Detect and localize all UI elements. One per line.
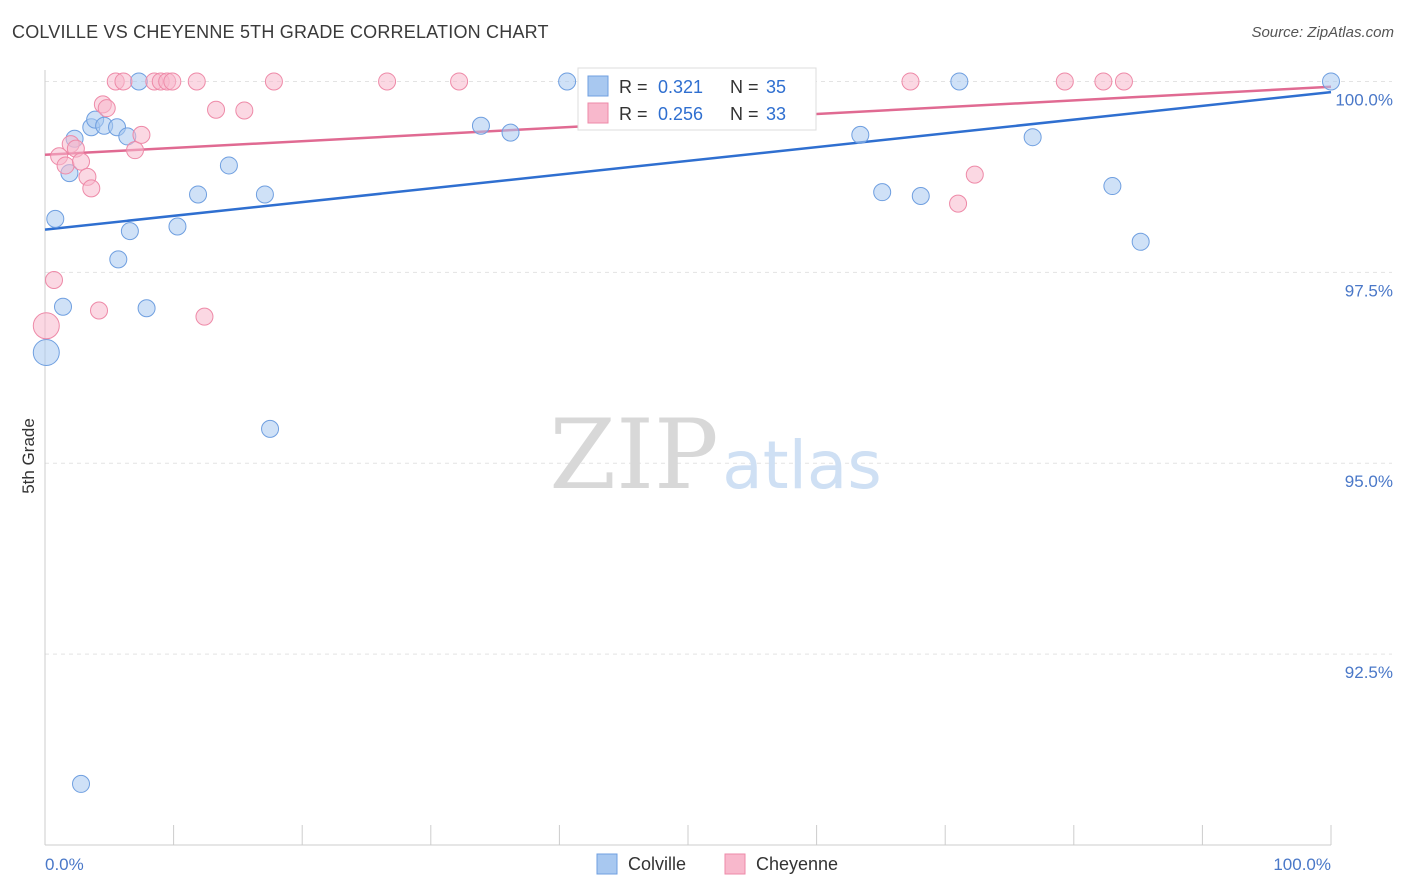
colville-point <box>129 72 148 91</box>
colville-point <box>873 183 892 202</box>
cheyenne-point <box>378 72 397 91</box>
x-tick-label: 0.0% <box>45 855 84 874</box>
colville-point <box>558 72 577 91</box>
grid-lines <box>45 80 1392 655</box>
stats-legend-frame <box>577 67 817 131</box>
source-label: Source: ZipAtlas.com <box>1251 24 1394 41</box>
cheyenne-point <box>72 152 91 171</box>
cheyenne-point <box>901 72 920 91</box>
cheyenne-point <box>114 72 133 91</box>
chart-title: COLVILLE VS CHEYENNE 5TH GRADE CORRELATI… <box>12 22 549 42</box>
cheyenne-point <box>56 156 75 175</box>
cheyenne-point <box>90 301 109 320</box>
colville-point <box>168 217 187 236</box>
watermark: ZIP atlas <box>549 399 881 511</box>
cheyenne-point <box>163 72 182 91</box>
cheyenne-point <box>450 72 469 91</box>
cheyenne-point <box>965 165 984 184</box>
cheyenne-point <box>235 101 254 120</box>
colville-point <box>1131 232 1150 251</box>
colville-point <box>255 185 274 204</box>
watermark-zip: ZIP <box>549 399 718 511</box>
colville-point <box>1103 177 1122 196</box>
cheyenne-stats-swatch <box>587 102 609 124</box>
y-tick-label: 100.0% <box>1335 90 1393 109</box>
data-points <box>32 72 1340 793</box>
y-axis-label: 5th Grade <box>19 418 38 494</box>
x-tick-label: 100.0% <box>1273 855 1331 874</box>
cheyenne-point <box>195 307 214 326</box>
legend-swatch-cheyenne <box>724 853 746 875</box>
colville-point <box>1322 72 1340 91</box>
y-tick-label: 92.5% <box>1345 663 1393 682</box>
colville-point <box>219 156 238 175</box>
series-legend: Colville Cheyenne <box>596 853 838 875</box>
colville-point <box>851 125 870 144</box>
cheyenne-point <box>132 125 151 144</box>
y-tick-label: 95.0% <box>1345 472 1393 491</box>
colville-point <box>1023 128 1042 147</box>
colville-point <box>501 123 520 142</box>
cheyenne-point <box>45 270 64 289</box>
colville-r-value: 0.321 <box>658 77 703 97</box>
colville-point <box>46 209 65 228</box>
cheyenne-point <box>1055 72 1074 91</box>
colville-point <box>911 186 930 205</box>
colville-n-value: 35 <box>766 77 786 97</box>
cheyenne-point <box>1114 72 1133 91</box>
colville-point <box>32 339 60 367</box>
colville-point <box>54 297 73 316</box>
axes: 100.0% 97.5% 95.0% 92.5% 0.0% 100.0% <box>44 70 1393 874</box>
legend-label-colville: Colville <box>628 854 686 874</box>
colville-point <box>189 185 208 204</box>
colville-n-label: N = <box>730 77 759 97</box>
cheyenne-n-label: N = <box>730 104 759 124</box>
cheyenne-n-value: 33 <box>766 104 786 124</box>
cheyenne-point <box>97 99 116 118</box>
cheyenne-point <box>126 141 145 160</box>
colville-stats-swatch <box>587 75 609 97</box>
legend-swatch-colville <box>596 853 618 875</box>
colville-point <box>120 222 139 241</box>
cheyenne-point <box>207 100 226 119</box>
watermark-atlas: atlas <box>722 427 882 504</box>
colville-point <box>137 299 156 318</box>
colville-point <box>950 72 969 91</box>
legend-label-cheyenne: Cheyenne <box>756 854 838 874</box>
colville-point <box>72 774 91 793</box>
stats-legend: R = 0.321 N = 35 R = 0.256 N = 33 <box>577 67 817 131</box>
cheyenne-point <box>1094 72 1113 91</box>
cheyenne-point <box>949 194 968 213</box>
cheyenne-r-value: 0.256 <box>658 104 703 124</box>
colville-point <box>471 116 490 135</box>
cheyenne-point <box>187 72 206 91</box>
colville-point <box>261 419 280 438</box>
cheyenne-point <box>32 312 60 340</box>
colville-trend-line <box>44 90 1332 231</box>
y-tick-label: 97.5% <box>1345 281 1393 300</box>
colville-r-label: R = <box>619 77 648 97</box>
cheyenne-point <box>82 179 101 198</box>
colville-point <box>109 250 128 269</box>
cheyenne-point <box>264 72 283 91</box>
cheyenne-r-label: R = <box>619 104 648 124</box>
